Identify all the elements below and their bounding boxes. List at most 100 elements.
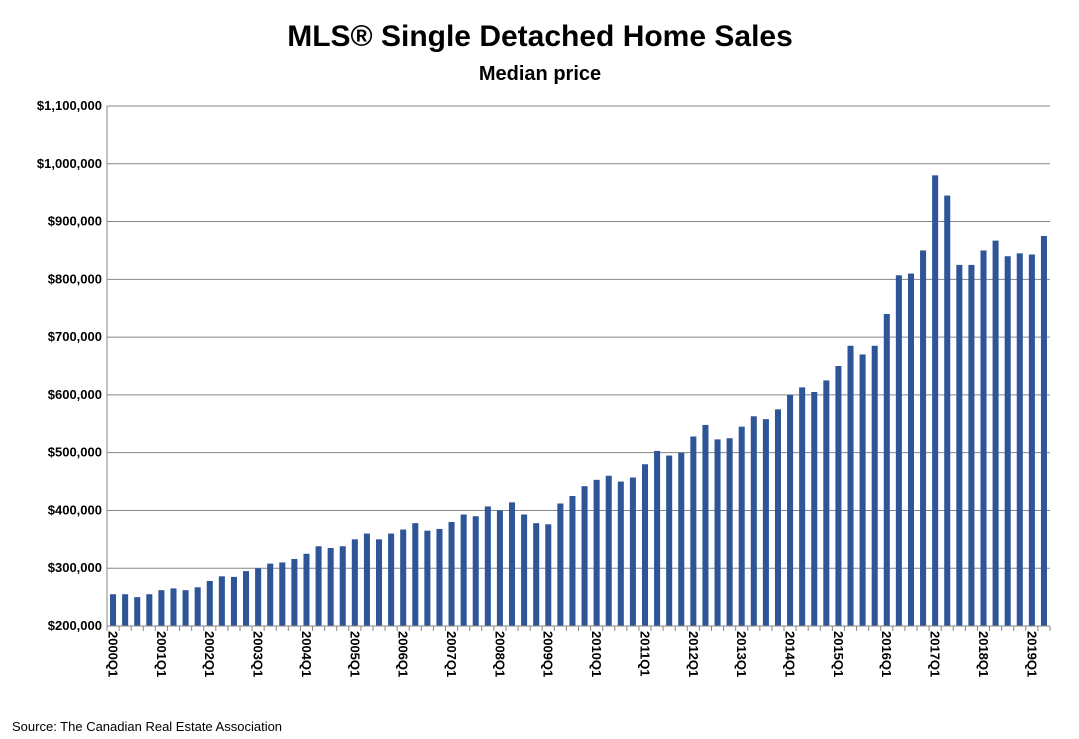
bar-2007Q1 bbox=[448, 522, 455, 626]
bar-2002Q3 bbox=[230, 576, 237, 626]
bar-2016Q1 bbox=[883, 314, 890, 626]
bar-2010Q4 bbox=[629, 477, 636, 626]
y-tick-label: $900,000 bbox=[48, 214, 102, 229]
bar-2012Q1 bbox=[690, 436, 697, 626]
bar-2012Q4 bbox=[726, 438, 733, 626]
bar-2010Q3 bbox=[617, 481, 624, 626]
bar-2006Q1 bbox=[400, 529, 407, 626]
x-tick-label: 2007Q1 bbox=[444, 631, 459, 677]
bar-2006Q2 bbox=[412, 523, 419, 626]
bar-series bbox=[110, 175, 1047, 627]
y-tick-label: $200,000 bbox=[48, 618, 102, 633]
bar-2008Q2 bbox=[508, 502, 516, 626]
bar-2003Q2 bbox=[267, 563, 274, 626]
bar-2000Q2 bbox=[122, 594, 129, 626]
bar-2007Q2 bbox=[460, 514, 467, 626]
bar-2005Q1 bbox=[351, 539, 358, 626]
bar-2005Q4 bbox=[388, 533, 395, 626]
bar-2003Q4 bbox=[291, 558, 298, 626]
y-axis-tick-labels: $200,000 $300,000 $400,000 $500,000 $600,000… bbox=[37, 98, 102, 633]
bar-2012Q2 bbox=[702, 424, 709, 626]
bar-2008Q3 bbox=[521, 514, 528, 626]
y-tick-label: $500,000 bbox=[48, 445, 102, 460]
bar-2015Q3 bbox=[859, 354, 866, 626]
bar-2011Q4 bbox=[678, 452, 685, 626]
bar-2001Q3 bbox=[182, 590, 189, 626]
bar-2019Q2 bbox=[1040, 236, 1047, 626]
x-tick-label: 2014Q1 bbox=[783, 631, 798, 677]
bar-2000Q4 bbox=[146, 594, 153, 626]
bar-2007Q3 bbox=[472, 516, 479, 626]
bar-2015Q1 bbox=[835, 366, 842, 626]
bar-2008Q1 bbox=[496, 510, 503, 626]
bar-2005Q2 bbox=[363, 533, 370, 626]
source-note: Source: The Canadian Real Estate Associa… bbox=[12, 719, 282, 734]
bar-2004Q4 bbox=[339, 546, 346, 626]
bar-2000Q1 bbox=[110, 594, 117, 626]
bar-2006Q4 bbox=[436, 528, 443, 626]
bar-2011Q2 bbox=[654, 450, 661, 626]
bar-2004Q1 bbox=[303, 553, 310, 626]
bar-2003Q3 bbox=[279, 562, 286, 626]
bar-2018Q2 bbox=[992, 240, 999, 626]
x-tick-label: 2015Q1 bbox=[831, 631, 846, 677]
bar-2002Q1 bbox=[206, 580, 213, 626]
bar-2014Q4 bbox=[823, 380, 830, 626]
bar-2016Q2 bbox=[895, 275, 902, 626]
bar-2013Q1 bbox=[738, 426, 745, 626]
bar-2001Q2 bbox=[170, 588, 177, 626]
x-tick-label: 2002Q1 bbox=[202, 631, 217, 677]
x-tick-label: 2013Q1 bbox=[734, 631, 749, 677]
gridlines bbox=[107, 105, 1050, 627]
bar-2009Q4 bbox=[581, 486, 588, 626]
bar-2015Q2 bbox=[847, 345, 854, 626]
bar-2017Q4 bbox=[968, 264, 975, 626]
bar-2002Q4 bbox=[243, 571, 250, 626]
chart-subtitle: Median price bbox=[479, 63, 601, 85]
bar-2009Q2 bbox=[557, 503, 564, 626]
bar-2018Q3 bbox=[1004, 256, 1011, 626]
bar-2011Q3 bbox=[666, 455, 673, 626]
bar-2014Q1 bbox=[787, 394, 794, 626]
x-tick-label: 2018Q1 bbox=[976, 631, 991, 677]
y-tick-label: $700,000 bbox=[48, 329, 102, 344]
bar-2007Q4 bbox=[484, 506, 491, 626]
x-tick-label: 2019Q1 bbox=[1024, 631, 1039, 677]
x-tick-label: 2010Q1 bbox=[589, 631, 604, 677]
bar-2003Q1 bbox=[255, 568, 262, 626]
x-tick-label: 2009Q1 bbox=[541, 631, 556, 677]
bar-2010Q2 bbox=[605, 475, 612, 626]
x-tick-label: 2003Q1 bbox=[251, 631, 266, 677]
bar-2015Q4 bbox=[871, 345, 878, 626]
bar-2011Q1 bbox=[641, 464, 649, 626]
bar-2017Q1 bbox=[932, 175, 939, 627]
bar-2008Q4 bbox=[533, 523, 540, 626]
bar-2013Q4 bbox=[774, 409, 782, 626]
bar-2018Q4 bbox=[1016, 253, 1023, 627]
bar-2004Q3 bbox=[327, 548, 334, 626]
axes bbox=[106, 106, 1051, 631]
bar-2001Q1 bbox=[158, 590, 165, 626]
y-tick-label: $1,000,000 bbox=[37, 156, 102, 171]
x-tick-label: 2008Q1 bbox=[492, 631, 507, 677]
bar-2000Q3 bbox=[134, 597, 141, 626]
bar-2019Q1 bbox=[1028, 254, 1035, 626]
bar-2018Q1 bbox=[980, 250, 987, 626]
bar-2006Q3 bbox=[424, 530, 431, 626]
bar-2005Q3 bbox=[375, 539, 383, 626]
bar-2001Q4 bbox=[194, 587, 201, 626]
bar-2009Q3 bbox=[569, 496, 576, 626]
bar-2013Q3 bbox=[762, 419, 769, 626]
bar-2013Q2 bbox=[750, 416, 757, 626]
bar-2009Q1 bbox=[545, 524, 552, 626]
y-tick-label: $600,000 bbox=[48, 387, 102, 402]
x-tick-label: 2017Q1 bbox=[928, 631, 943, 677]
bar-2014Q3 bbox=[811, 392, 818, 626]
y-tick-label: $300,000 bbox=[48, 560, 102, 575]
bar-2016Q3 bbox=[907, 273, 914, 626]
x-tick-label: 2016Q1 bbox=[879, 631, 894, 677]
bar-2002Q2 bbox=[218, 576, 225, 626]
bar-2017Q2 bbox=[944, 195, 951, 627]
x-tick-label: 2012Q1 bbox=[686, 631, 701, 677]
